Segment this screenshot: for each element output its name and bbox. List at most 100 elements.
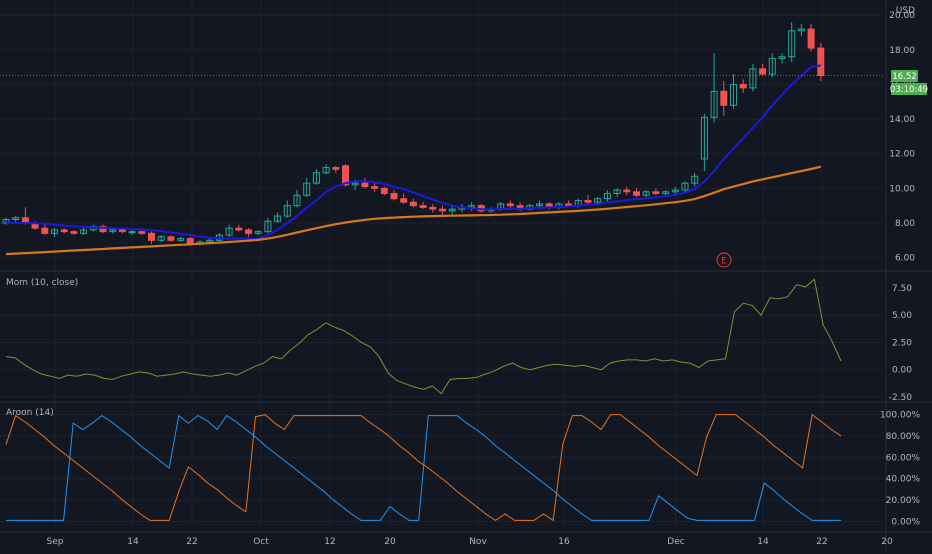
candle-body-46: [448, 208, 456, 212]
candle-64: [623, 186, 631, 196]
candle-body-63: [613, 189, 621, 195]
candle-body-23: [225, 227, 233, 236]
price-axis[interactable]: USD 20.0018.0016.0014.0012.0010.008.006.…: [889, 6, 928, 264]
grid: [0, 0, 884, 532]
candle-body-15: [148, 232, 155, 241]
ema-slow-line: [5, 165, 822, 256]
candle-body-36: [351, 182, 359, 186]
candle-34: [332, 165, 340, 173]
candle-1: [12, 216, 20, 223]
aroon-tick-label-0: 100.00%: [880, 411, 920, 421]
candle-42: [409, 198, 417, 208]
candle-74: [720, 80, 728, 116]
candle-78: [759, 63, 767, 76]
candle-body-16: [157, 236, 165, 241]
ema-slow-series: [5, 165, 822, 256]
candle-body-37: [361, 182, 369, 188]
candle-body-66: [642, 191, 650, 196]
candle-83: [807, 23, 815, 52]
candle-body-29: [283, 205, 291, 217]
candle-body-33: [322, 167, 330, 174]
candle-76: [739, 79, 747, 94]
candle-30: [293, 190, 301, 208]
candle-26: [254, 229, 262, 236]
candle-23: [225, 224, 233, 237]
mom-tick-label-0: 7.50: [892, 284, 912, 294]
candle-body-38: [371, 186, 379, 189]
candle-body-52: [506, 203, 514, 207]
candle-body-21: [206, 239, 214, 243]
candle-28: [274, 212, 282, 223]
price-tick-label-1: 18.00: [889, 46, 915, 56]
candle-52: [506, 200, 514, 208]
candle-43: [419, 202, 427, 210]
candle-body-81: [788, 30, 796, 58]
time-tick-label-5: 20: [384, 537, 396, 547]
earnings-marker[interactable]: E: [716, 252, 732, 268]
candle-65: [633, 188, 640, 198]
candle-60: [584, 195, 592, 204]
momentum-pane[interactable]: Mom (10, close) 7.50 5.00 2.50 0.00 -2.50: [5, 278, 912, 403]
time-tick-label-3: Oct: [253, 537, 269, 547]
time-tick-label-0: Sep: [47, 537, 64, 547]
candle-body-44: [429, 206, 437, 210]
candle-72: [700, 113, 708, 172]
time-axis[interactable]: Sep 14 22 Oct 12 20 Nov 16 Dec 14 22 20: [47, 537, 893, 547]
candle-81: [788, 22, 796, 62]
candle-24: [235, 224, 243, 232]
candle-body-55: [536, 203, 543, 207]
candle-body-26: [254, 231, 262, 234]
aroon-tick-label-1: 80.00%: [886, 432, 921, 442]
candle-body-19: [186, 238, 194, 245]
candle-body-11: [109, 229, 117, 233]
candle-body-82: [797, 28, 805, 32]
countdown-value: 03:10:49: [890, 85, 928, 95]
time-tick-label-10: 22: [816, 537, 827, 547]
candle-body-1: [12, 217, 20, 221]
candle-44: [429, 203, 437, 213]
candle-5: [51, 228, 58, 237]
candle-body-72: [700, 116, 708, 160]
candle-body-40: [390, 193, 398, 200]
candle-7: [70, 229, 78, 236]
candle-10: [99, 224, 107, 234]
last-price-value: 16.52: [892, 72, 916, 82]
candle-body-65: [633, 191, 640, 196]
candle-body-83: [807, 28, 815, 49]
candle-39: [380, 186, 388, 196]
candle-body-7: [70, 231, 78, 234]
candle-body-6: [60, 229, 68, 233]
candle-67: [652, 188, 660, 196]
candle-29: [283, 200, 291, 218]
candle-body-28: [274, 215, 282, 222]
candle-body-39: [380, 187, 388, 195]
candle-33: [322, 164, 330, 175]
candle-46: [448, 205, 456, 215]
candle-body-79: [768, 57, 776, 75]
momentum-line: [5, 278, 842, 395]
candle-body-41: [400, 198, 408, 203]
candle-66: [642, 190, 650, 198]
candle-40: [390, 190, 398, 201]
ema-fast-line: [6, 64, 821, 240]
price-pane[interactable]: E: [0, 22, 884, 268]
candle-body-34: [332, 167, 340, 170]
candle-body-13: [128, 231, 136, 234]
candle-body-68: [662, 191, 670, 195]
candle-37: [361, 177, 369, 189]
candle-71: [691, 172, 699, 187]
candle-body-60: [584, 199, 592, 203]
candle-body-62: [603, 193, 611, 200]
aroon-tick-label-2: 60.00%: [886, 453, 921, 463]
aroon-pane[interactable]: Aroon (14) 100.00% 80.00% 60.00% 40.00% 20.0…: [5, 408, 921, 527]
candle-body-80: [778, 56, 786, 59]
candle-body-43: [419, 205, 427, 208]
candle-body-32: [312, 172, 320, 184]
candle-15: [148, 231, 155, 244]
candle-body-17: [167, 236, 175, 241]
aroon-tick-label-3: 40.00%: [886, 475, 921, 485]
